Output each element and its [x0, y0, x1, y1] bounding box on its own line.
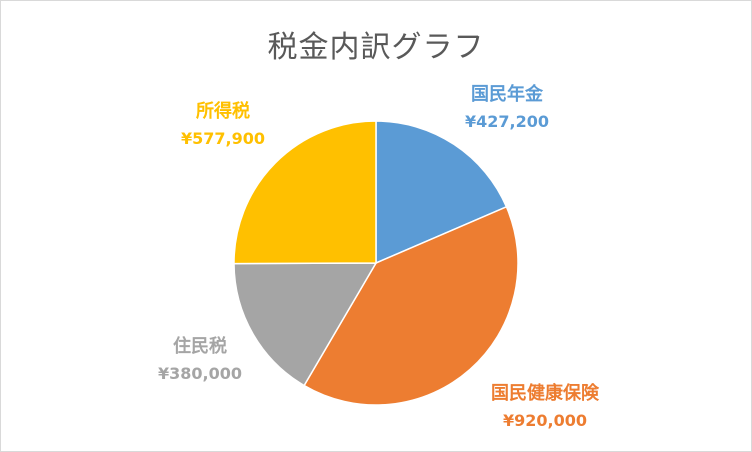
label-kenko-hoken-value: ¥920,000	[502, 411, 587, 430]
slice-kokumin-nenkin	[375, 120, 508, 265]
label-juminzei-name: 住民税	[173, 336, 227, 357]
label-shotokuzei-name: 所得税	[196, 101, 250, 122]
label-kokumin-nenkin: 国民年金 ¥427,200	[437, 86, 577, 130]
label-shotokuzei-value: ¥577,900	[180, 129, 265, 148]
slice-shotokuzei	[233, 120, 377, 265]
slice-kenko-hoken	[303, 205, 519, 406]
label-juminzei: 住民税 ¥380,000	[130, 338, 270, 382]
label-kokumin-nenkin-value: ¥427,200	[464, 112, 549, 131]
chart-title: 税金内訳グラフ	[267, 30, 485, 65]
label-kenko-hoken-name: 国民健康保険	[491, 383, 599, 404]
label-juminzei-value: ¥380,000	[157, 364, 242, 383]
slice-juminzei	[233, 262, 378, 387]
label-shotokuzei: 所得税 ¥577,900	[153, 103, 293, 147]
label-kokumin-nenkin-name: 国民年金	[471, 84, 543, 105]
label-kenko-hoken: 国民健康保険 ¥920,000	[455, 385, 635, 429]
